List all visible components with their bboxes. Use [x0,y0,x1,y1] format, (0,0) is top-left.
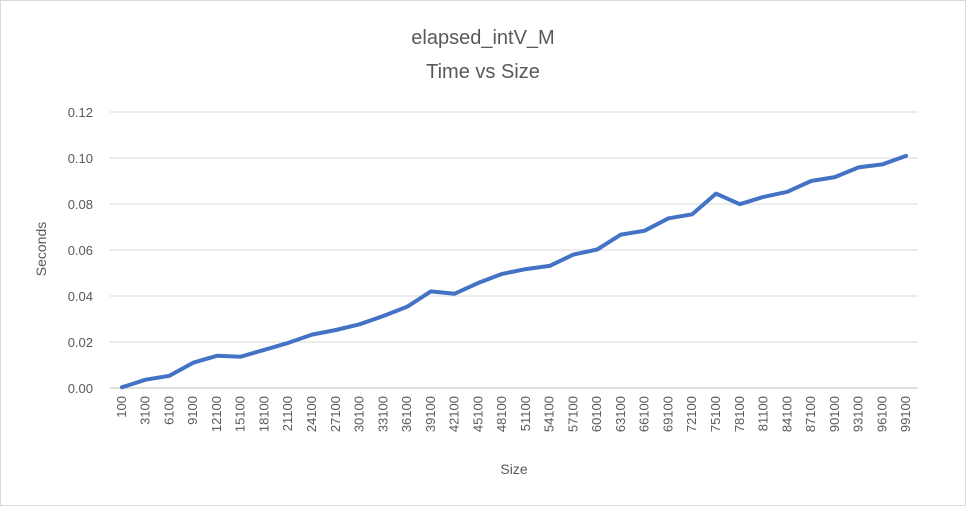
x-axis-title: Size [500,461,527,477]
data-point [192,362,194,364]
data-point [905,155,907,157]
x-tick-label: 15100 [233,396,248,432]
data-point [644,230,646,232]
data-point [311,334,313,336]
series-line [119,153,909,390]
x-tick-label: 96100 [874,396,889,432]
data-point [477,282,479,284]
x-tick-label: 9100 [185,396,200,425]
x-axis-ticks: 100 3100 6100 9100 12100 15100 18100 21100 24100… [114,396,913,432]
x-tick-label: 99100 [898,396,913,432]
data-point [406,306,408,308]
y-tick-label: 0.12 [68,105,93,120]
y-tick-label: 0.00 [68,381,93,396]
x-tick-label: 87100 [803,396,818,432]
series-layer [119,153,909,390]
y-tick-label: 0.04 [68,289,93,304]
data-point [834,176,836,178]
x-tick-label: 63100 [613,396,628,432]
data-point [430,290,432,292]
x-tick-label: 48100 [494,396,509,432]
data-point [382,315,384,317]
x-tick-label: 69100 [660,396,675,432]
data-point [121,386,123,388]
y-axis-ticks: 0.00 0.02 0.04 0.06 0.08 0.10 0.12 [68,105,93,396]
x-tick-label: 66100 [637,396,652,432]
y-tick-label: 0.08 [68,197,93,212]
data-point [454,293,456,295]
x-tick-label: 45100 [470,396,485,432]
x-tick-label: 72100 [684,396,699,432]
x-tick-label: 6100 [161,396,176,425]
data-point [525,268,527,270]
data-point [287,342,289,344]
data-point [596,249,598,251]
data-point [501,273,503,275]
y-axis-title: Seconds [33,222,49,276]
x-tick-label: 57100 [565,396,580,432]
data-point [572,254,574,256]
chart-subtitle: Time vs Size [426,61,540,83]
x-tick-label: 3100 [138,396,153,425]
x-tick-label: 12100 [209,396,224,432]
data-point [168,375,170,377]
x-tick-label: 24100 [304,396,319,432]
y-tick-label: 0.06 [68,243,93,258]
data-point [810,180,812,182]
data-point [667,217,669,219]
data-point [881,163,883,165]
data-point [263,349,265,351]
data-point [549,265,551,267]
x-tick-label: 21100 [280,396,295,431]
chart-title: elapsed_intV_M [411,27,554,49]
data-point [335,329,337,331]
x-tick-label: 90100 [827,396,842,432]
y-tick-label: 0.10 [68,151,93,166]
x-tick-label: 81100 [756,396,771,431]
x-tick-label: 78100 [732,396,747,432]
x-tick-label: 100 [114,396,129,418]
data-point [763,196,765,198]
data-point [786,191,788,193]
data-point [216,355,218,357]
data-point [620,234,622,236]
x-tick-label: 33100 [375,396,390,432]
data-point [691,213,693,215]
x-tick-label: 54100 [542,396,557,432]
data-point [240,356,242,358]
x-tick-label: 27100 [328,396,343,432]
x-tick-label: 60100 [589,396,604,432]
data-point [858,166,860,168]
data-point [739,203,741,205]
x-tick-label: 39100 [423,396,438,432]
x-tick-label: 36100 [399,396,414,432]
data-point [145,379,147,381]
x-tick-label: 42100 [447,396,462,432]
x-tick-label: 18100 [256,396,271,432]
x-tick-label: 30100 [352,396,367,432]
y-tick-label: 0.02 [68,335,93,350]
gridlines [110,111,918,343]
data-point [715,193,717,195]
x-tick-label: 84100 [779,396,794,432]
x-tick-label: 75100 [708,396,723,432]
x-tick-label: 93100 [851,396,866,432]
data-point [359,323,361,325]
x-tick-label: 51100 [518,396,533,431]
